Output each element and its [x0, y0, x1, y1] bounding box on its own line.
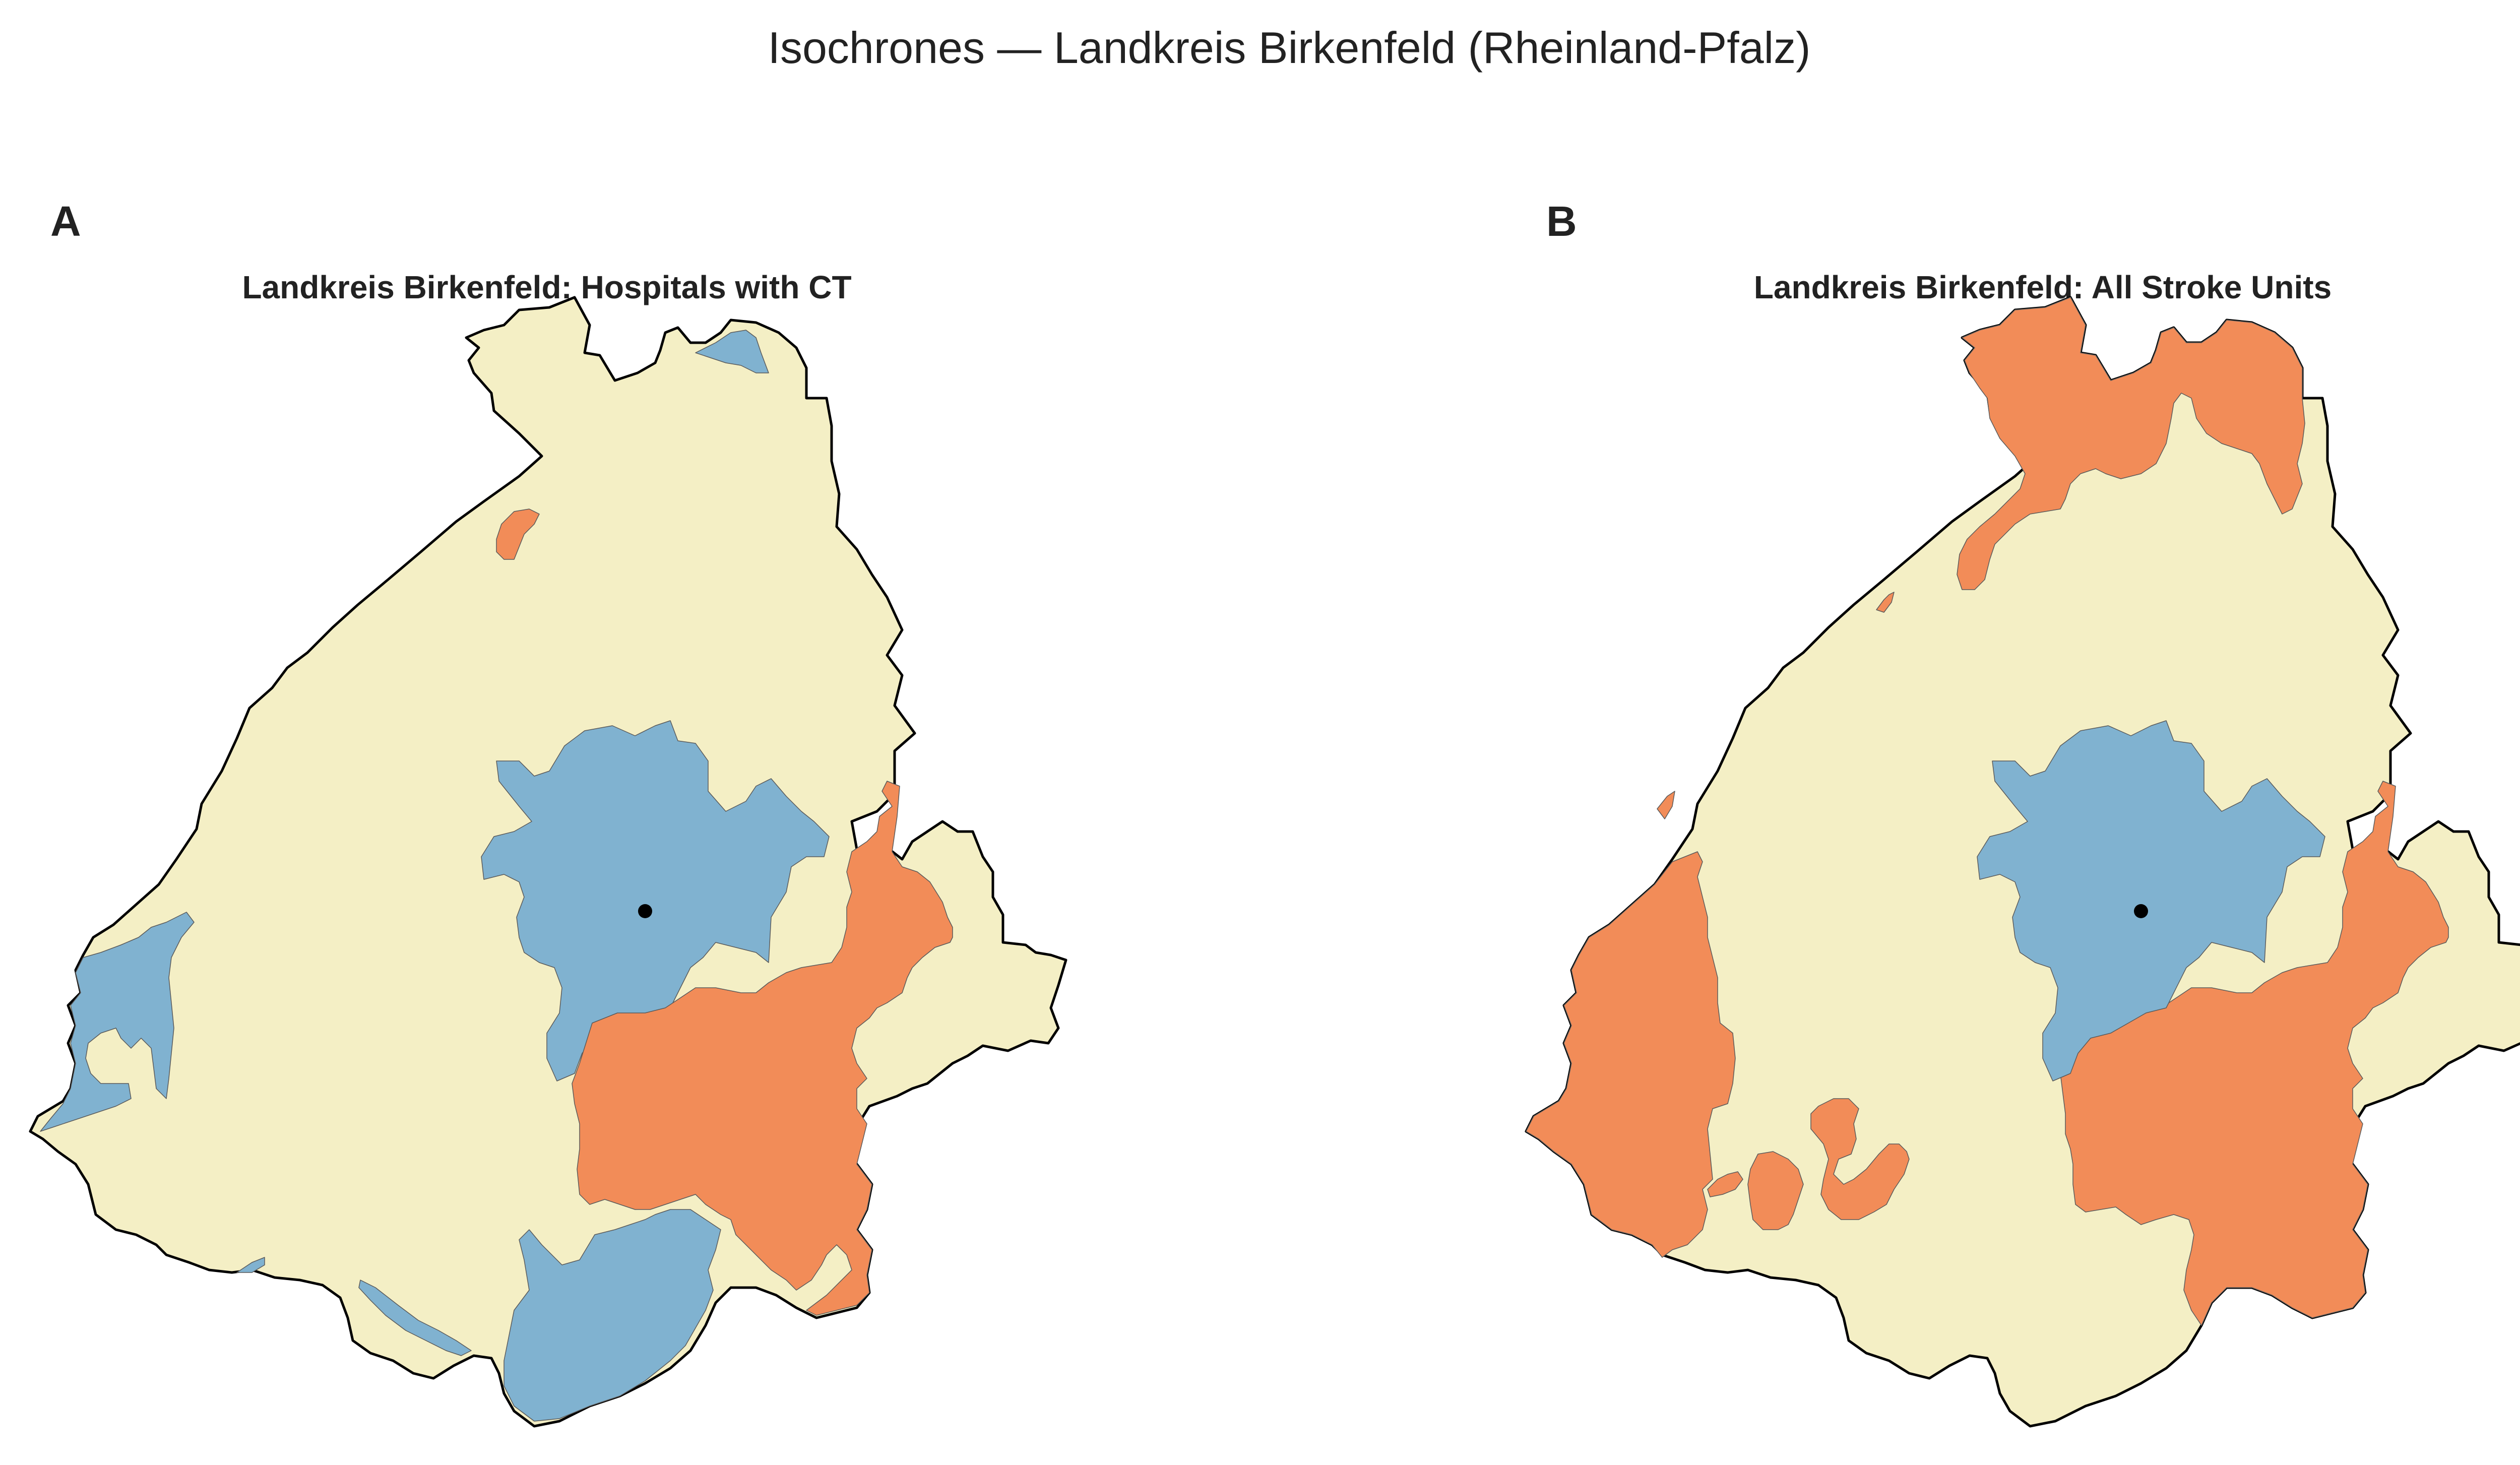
near-zone-center [1977, 720, 2325, 1081]
near-zone-north [695, 330, 769, 373]
far-zone-west [1526, 851, 1736, 1258]
map-a [30, 297, 1066, 1426]
panel-b: B Landkreis Birkenfeld: All Stroke Units [1526, 198, 2520, 1426]
facility-point [2134, 904, 2148, 918]
far-zone-small-a [1810, 1098, 1910, 1220]
panel-label-a: A [50, 198, 81, 245]
near-zone-south [503, 1209, 721, 1422]
far-zone-southeast [572, 781, 953, 1316]
far-zone-small-b [1747, 1151, 1804, 1230]
far-zone-southeast [2060, 781, 2449, 1326]
panel-title-a: Landkreis Birkenfeld: Hospitals with CT [242, 269, 851, 305]
panel-label-b: B [1546, 198, 1577, 245]
panel-a: A Landkreis Birkenfeld: Hospitals with C… [30, 198, 1066, 1426]
far-zone-small-e [1876, 592, 1895, 613]
panel-title-b: Landkreis Birkenfeld: All Stroke Units [1754, 269, 2332, 305]
near-zone-southwest-strip [358, 1280, 472, 1356]
figure-title: Isochrones — Landkreis Birkenfeld (Rhein… [768, 23, 1811, 73]
far-zone-north [1957, 297, 2305, 590]
far-zone-small-c [1707, 1171, 1743, 1197]
facility-point [638, 904, 652, 918]
far-zone-small-d [1657, 791, 1675, 819]
near-zone-sliver [236, 1257, 265, 1273]
far-zone-north-patch [496, 508, 540, 560]
near-zone-west [40, 912, 195, 1132]
map-b [1526, 297, 2520, 1426]
